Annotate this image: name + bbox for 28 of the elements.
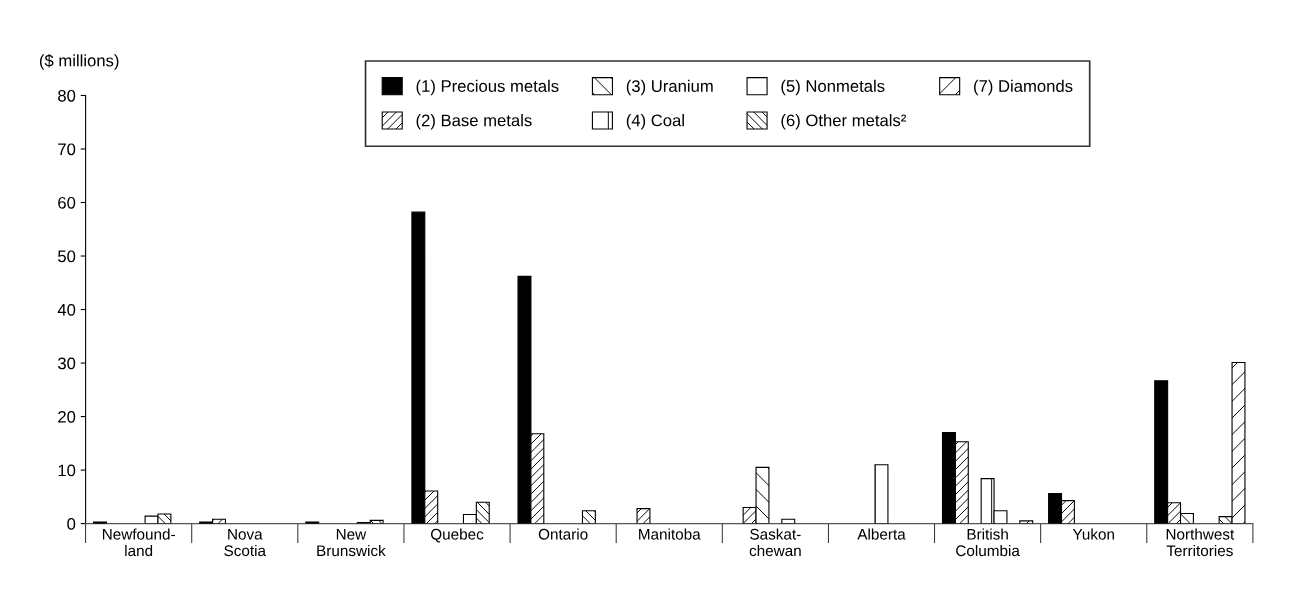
legend-label: (2) Base metals bbox=[416, 114, 532, 130]
y-tick-label: 80 bbox=[58, 89, 76, 102]
y-tick-label: 40 bbox=[57, 303, 76, 316]
y-axis-title: ($ millions) bbox=[39, 54, 119, 70]
x-tick-label: Saskat- chewan bbox=[749, 528, 801, 557]
x-tick-label: Yukon bbox=[1072, 528, 1114, 540]
legend-label: (7) Diamonds bbox=[974, 79, 1073, 96]
y-tick-label: 60 bbox=[58, 196, 76, 209]
x-tick-label: British Columbia bbox=[956, 528, 1020, 557]
x-tick-label: New Brunswick bbox=[317, 529, 386, 557]
legend-label: (4) Coal bbox=[626, 114, 684, 130]
x-tick-label: Newfound- land bbox=[102, 528, 175, 557]
legend-label: (6) Other metals² bbox=[781, 114, 907, 130]
x-tick-label: Northwest Territories bbox=[1166, 528, 1235, 557]
x-tick-label: Quebec bbox=[430, 528, 484, 543]
y-tick-label: 50 bbox=[58, 250, 76, 263]
y-tick-label: 10 bbox=[58, 464, 76, 477]
legend-label: (3) Uranium bbox=[626, 79, 713, 96]
x-tick-label: Nova Scotia bbox=[224, 529, 267, 557]
x-tick-label: Ontario bbox=[538, 528, 588, 540]
y-tick-label: 70 bbox=[58, 143, 76, 156]
legend-label: (5) Nonmetals bbox=[781, 79, 885, 96]
x-tick-label: Alberta bbox=[857, 528, 906, 540]
x-tick-label: Manitoba bbox=[639, 528, 701, 540]
y-tick-label: 0 bbox=[67, 518, 76, 530]
y-tick-label: 20 bbox=[58, 410, 76, 423]
y-tick-label: 30 bbox=[57, 357, 76, 370]
legend-label: (1) Precious metals bbox=[416, 79, 559, 96]
